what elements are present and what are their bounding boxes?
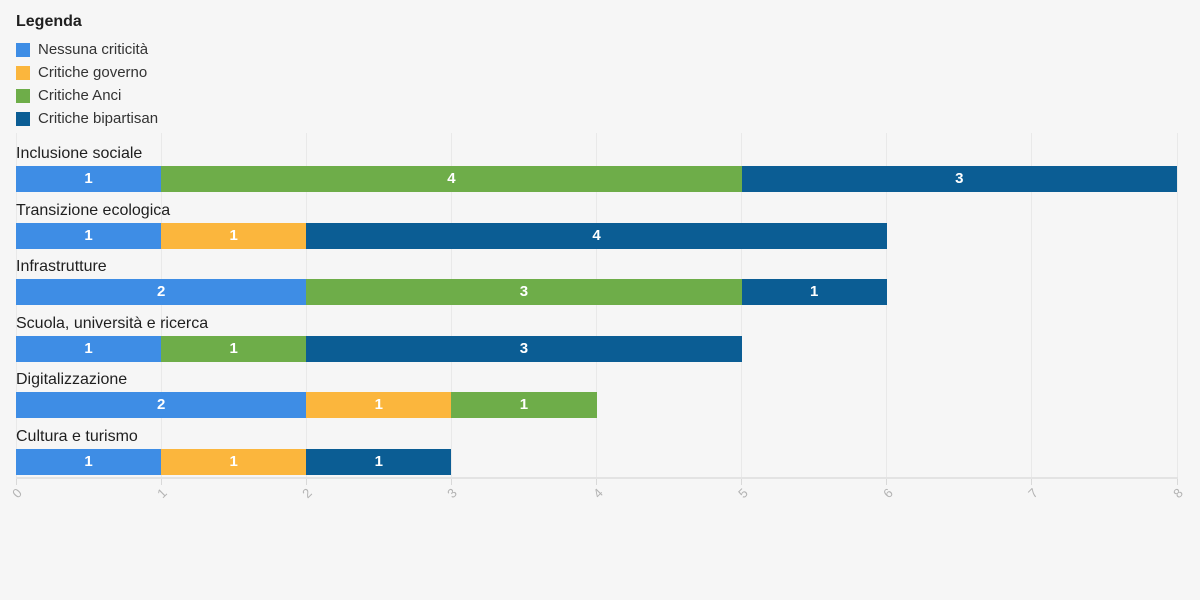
legend-item-label: Critiche Anci <box>38 87 122 104</box>
legend-title: Legenda <box>16 13 82 30</box>
bar-value-label: 1 <box>519 396 529 413</box>
x-gridline <box>450 133 452 477</box>
bar-segment[interactable]: 1 <box>161 335 307 362</box>
legend-swatch <box>16 42 30 57</box>
x-gridline <box>305 133 307 477</box>
legend-swatch <box>16 65 30 80</box>
category-label: Scuola, università e ricerca <box>16 314 209 332</box>
legend-item-label: Nessuna criticità <box>38 41 149 58</box>
x-tick-mark <box>450 479 452 485</box>
bar-value-label: 1 <box>84 226 93 244</box>
legend-item: Nessuna criticità <box>16 38 158 61</box>
bar-value-label: 3 <box>955 170 964 187</box>
x-tick-mark <box>15 479 17 485</box>
x-tick-mark <box>886 479 888 485</box>
x-gridline <box>15 133 17 477</box>
bar-value-label: 1 <box>229 339 238 357</box>
bar-segment[interactable]: 1 <box>161 448 307 475</box>
bar-value-label: 1 <box>229 452 238 470</box>
bar-value-label: 1 <box>84 452 93 470</box>
legend-item: Critiche Anci <box>16 84 158 107</box>
bar-value-label: 1 <box>374 396 383 413</box>
x-gridline <box>160 133 162 477</box>
bar-segment[interactable]: 3 <box>306 335 742 362</box>
chart-legend: Legenda Nessuna criticità Critiche govern… <box>16 13 158 130</box>
bar-segment[interactable]: 1 <box>306 448 452 475</box>
bar-value-label: 2 <box>156 396 166 413</box>
x-gridline <box>596 133 597 477</box>
x-tick-label: 3 <box>444 485 461 502</box>
category-label: Cultura e turismo <box>16 427 138 445</box>
x-gridline <box>886 133 888 477</box>
bar-segment[interactable]: 1 <box>161 222 307 249</box>
x-gridline <box>1031 133 1033 477</box>
legend-item: Critiche governo <box>16 61 158 84</box>
x-gridline <box>1176 133 1178 477</box>
category-label: Inclusione sociale <box>16 145 143 162</box>
bar-value-label: 1 <box>84 339 93 357</box>
x-tick-mark <box>741 479 743 485</box>
legend-item-label: Critiche bipartisan <box>38 110 159 127</box>
x-axis-line <box>16 477 1178 479</box>
x-tick-mark <box>305 479 307 485</box>
bar-segment[interactable]: 4 <box>161 166 742 192</box>
x-tick-label: 0 <box>9 485 25 502</box>
bar-value-label: 2 <box>156 283 166 300</box>
x-tick-label: 7 <box>1025 485 1041 502</box>
x-tick-label: 1 <box>154 485 171 502</box>
bar-segment[interactable]: 1 <box>741 279 887 305</box>
x-tick-mark <box>596 479 597 485</box>
bar-segment[interactable]: 2 <box>16 392 307 418</box>
x-tick-label: 6 <box>879 485 896 502</box>
bar-value-label: 1 <box>229 226 238 244</box>
bar-segment[interactable]: 1 <box>16 166 162 192</box>
bar-segment[interactable]: 3 <box>741 166 1177 192</box>
x-tick-label: 2 <box>299 485 316 502</box>
bar-segment[interactable]: 3 <box>306 279 742 305</box>
bar-value-label: 4 <box>447 170 456 187</box>
bar-value-label: 3 <box>519 339 529 357</box>
x-tick-label: 8 <box>1170 485 1186 502</box>
bar-segment[interactable]: 1 <box>16 448 162 475</box>
legend-item-label: Critiche governo <box>38 64 148 81</box>
x-tick-mark <box>160 479 162 485</box>
legend-swatch <box>16 111 30 126</box>
bar-segment[interactable]: 1 <box>451 392 597 418</box>
category-label: Infrastrutture <box>16 258 107 275</box>
bar-segment[interactable]: 1 <box>306 392 452 418</box>
bar-segment[interactable]: 4 <box>306 222 887 249</box>
bar-value-label: 1 <box>374 452 383 470</box>
x-tick-mark <box>1031 479 1033 485</box>
bar-value-label: 4 <box>592 226 601 244</box>
x-tick-label: 5 <box>734 485 751 502</box>
legend-item: Critiche bipartisan <box>16 107 158 130</box>
bar-value-label: 3 <box>519 283 529 300</box>
legend-items: Nessuna criticità Critiche governo Critich… <box>16 38 158 130</box>
category-label: Transizione ecologica <box>16 201 171 219</box>
bar-value-label: 1 <box>84 170 93 187</box>
category-label: Digitalizzazione <box>16 371 128 388</box>
bar-value-label: 1 <box>810 283 819 300</box>
x-tick-label: 4 <box>589 485 606 502</box>
x-tick-mark <box>1176 479 1178 485</box>
x-gridline <box>741 133 743 477</box>
bar-segment[interactable]: 1 <box>16 222 162 249</box>
legend-swatch <box>16 88 30 103</box>
bar-segment[interactable]: 2 <box>16 279 307 305</box>
bar-segment[interactable]: 1 <box>16 335 162 362</box>
